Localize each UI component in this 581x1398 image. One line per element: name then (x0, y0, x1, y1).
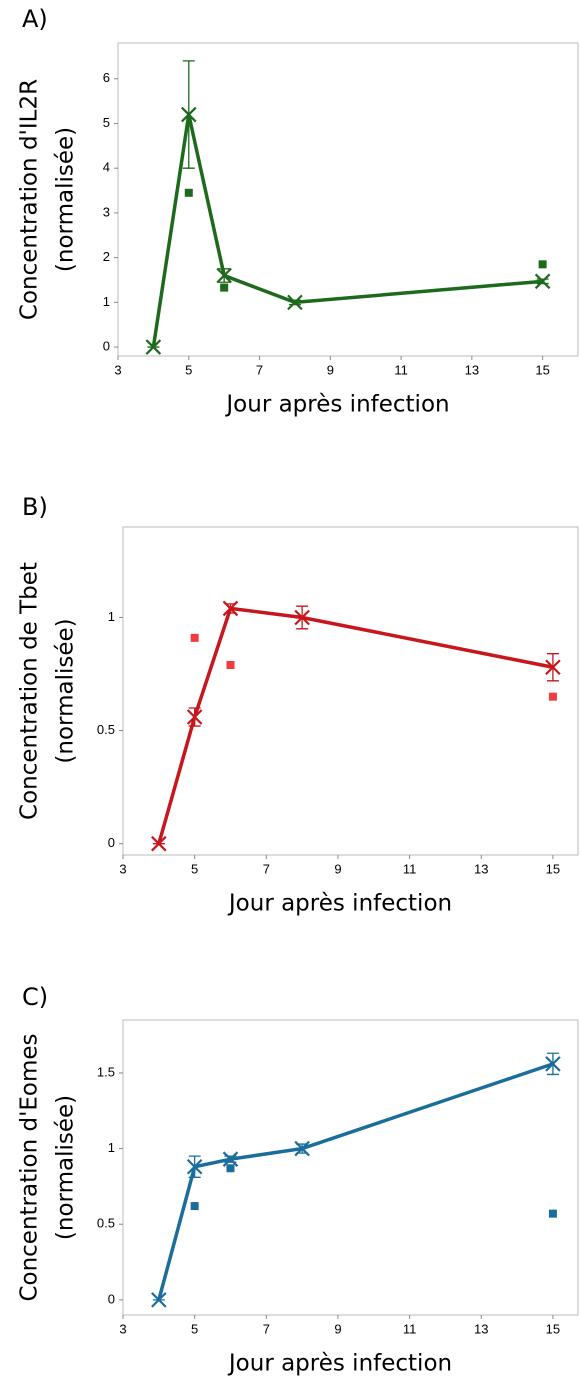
x-axis-label: Jour après infection (227, 891, 452, 917)
y-axis-label: Concentration d'IL2R (17, 79, 43, 320)
panel-label: C) (22, 983, 48, 1011)
y-tick-label: 3 (103, 204, 110, 219)
scatter-point (184, 188, 193, 197)
marker (151, 835, 167, 852)
x-tick-label: 5 (191, 861, 198, 876)
y-tick-label: 0.5 (97, 722, 115, 737)
x-tick-label: 3 (119, 1321, 126, 1336)
x-tick-label: 5 (191, 1321, 198, 1336)
marker (545, 659, 561, 676)
scatter-point (548, 692, 557, 701)
scatter-point (190, 633, 199, 642)
x-tick-label: 9 (327, 362, 334, 377)
marker (216, 267, 232, 284)
x-tick-label: 3 (119, 861, 126, 876)
line (157, 1062, 554, 1301)
x-tick-label: 15 (546, 1321, 560, 1336)
y-tick-label: 1 (108, 1140, 115, 1155)
scatter-point (220, 283, 229, 292)
x-tick-label: 13 (474, 861, 488, 876)
marker (186, 709, 203, 725)
y-tick-label: 6 (103, 70, 110, 85)
plot-frame (122, 526, 579, 856)
y-axis-label: (normalisée) (53, 1095, 79, 1240)
marker (287, 294, 303, 311)
marker (222, 1151, 239, 1167)
x-tick-label: 9 (334, 861, 341, 876)
marker (545, 1056, 561, 1072)
y-tick-label: 0 (108, 1291, 115, 1306)
plot-frame (117, 42, 579, 357)
y-axis-label: (normalisée) (53, 618, 79, 763)
scatter-point (190, 1202, 199, 1211)
marker (145, 339, 162, 355)
x-tick-label: 7 (263, 861, 270, 876)
y-tick-label: 5 (103, 115, 110, 130)
y-axis-label: (normalisée) (53, 127, 79, 272)
x-axis-label: Jour après infection (227, 1351, 452, 1377)
x-tick-label: 7 (256, 362, 263, 377)
y-axis-label: Concentration d'Eomes (17, 1033, 43, 1301)
plot-frame (122, 1019, 579, 1316)
x-tick-label: 5 (185, 362, 192, 377)
x-tick-label: 3 (114, 362, 121, 377)
panel-label: A) (22, 5, 48, 33)
x-tick-label: 11 (403, 1321, 417, 1336)
y-tick-label: 0 (103, 338, 110, 353)
y-tick-label: 2 (103, 249, 110, 264)
marker (180, 106, 197, 123)
marker (186, 1158, 203, 1175)
y-tick-label: 4 (103, 160, 110, 175)
line (151, 114, 543, 348)
scatter-point (226, 1164, 235, 1173)
y-tick-label: 1 (108, 609, 115, 624)
panel-label: B) (22, 493, 48, 521)
scatter-point (548, 1209, 557, 1218)
x-axis-label: Jour après infection (224, 392, 449, 418)
y-tick-label: 1 (103, 294, 110, 309)
x-tick-label: 9 (334, 1321, 341, 1336)
x-tick-label: 11 (394, 362, 408, 377)
x-tick-label: 7 (263, 1321, 270, 1336)
y-axis-label: Concentration de Tbet (17, 562, 43, 820)
marker (151, 1292, 167, 1308)
scatter-point (226, 660, 235, 669)
line (157, 606, 554, 845)
x-tick-label: 11 (403, 861, 417, 876)
y-tick-label: 0.5 (97, 1216, 115, 1231)
y-tick-label: 1.5 (97, 1064, 115, 1079)
x-tick-label: 13 (465, 362, 479, 377)
marker (294, 609, 310, 626)
x-tick-label: 13 (474, 1321, 488, 1336)
y-tick-label: 0 (108, 835, 115, 850)
scatter-point (538, 260, 547, 269)
marker (222, 600, 239, 617)
marker (534, 273, 551, 290)
x-tick-label: 15 (535, 362, 549, 377)
marker (294, 1140, 310, 1157)
x-tick-label: 15 (546, 861, 560, 876)
